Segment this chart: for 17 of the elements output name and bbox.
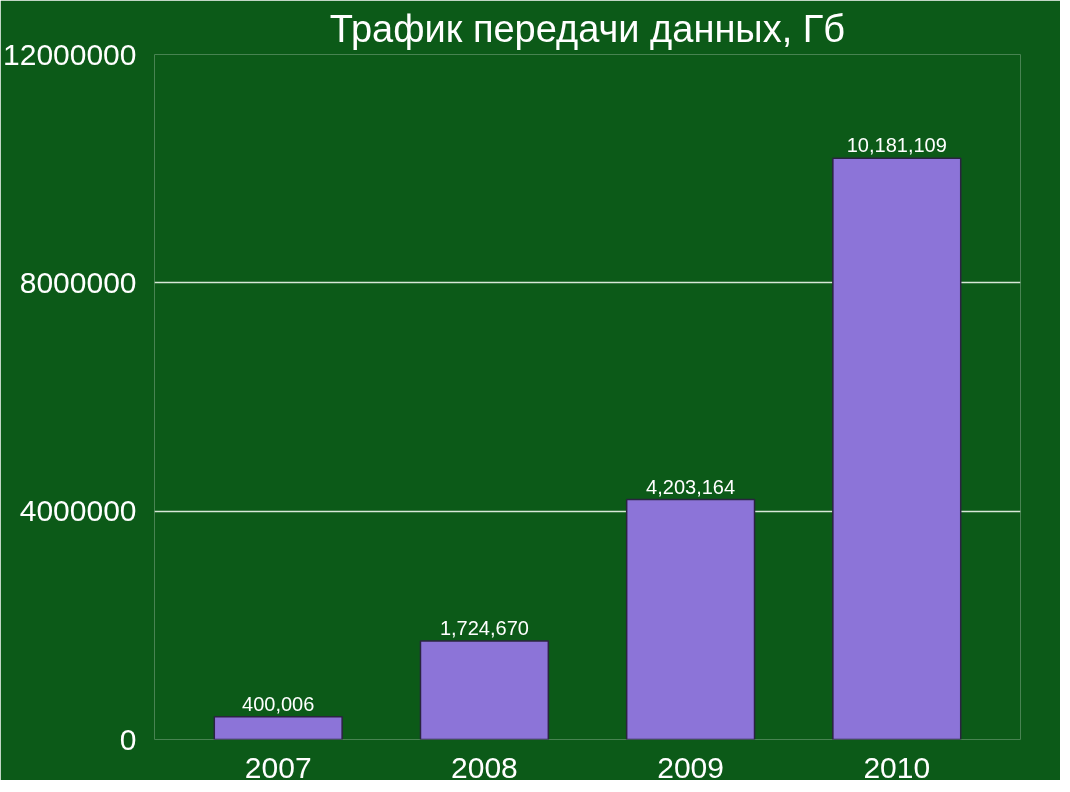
data-label: 10,181,109 bbox=[846, 134, 947, 157]
data-label: 1,724,670 bbox=[439, 617, 529, 640]
chart-title: Трафик передачи данных, Гб bbox=[329, 7, 846, 50]
y-tick-label: 0 bbox=[119, 722, 137, 756]
data-label: 4,203,164 bbox=[646, 475, 736, 498]
data-label: 400,006 bbox=[242, 692, 315, 715]
x-tick-label: 2010 bbox=[863, 750, 931, 784]
x-tick-label: 2008 bbox=[451, 750, 518, 784]
bar bbox=[419, 640, 550, 740]
bar bbox=[832, 157, 962, 740]
y-tick-label: 12000000 bbox=[3, 37, 137, 71]
bar bbox=[213, 715, 343, 740]
bar bbox=[625, 498, 756, 740]
y-tick-label: 8000000 bbox=[19, 265, 137, 299]
y-tick-label: 4000000 bbox=[19, 494, 137, 528]
x-tick-label: 2009 bbox=[657, 750, 724, 784]
x-tick-label: 2007 bbox=[244, 750, 312, 784]
